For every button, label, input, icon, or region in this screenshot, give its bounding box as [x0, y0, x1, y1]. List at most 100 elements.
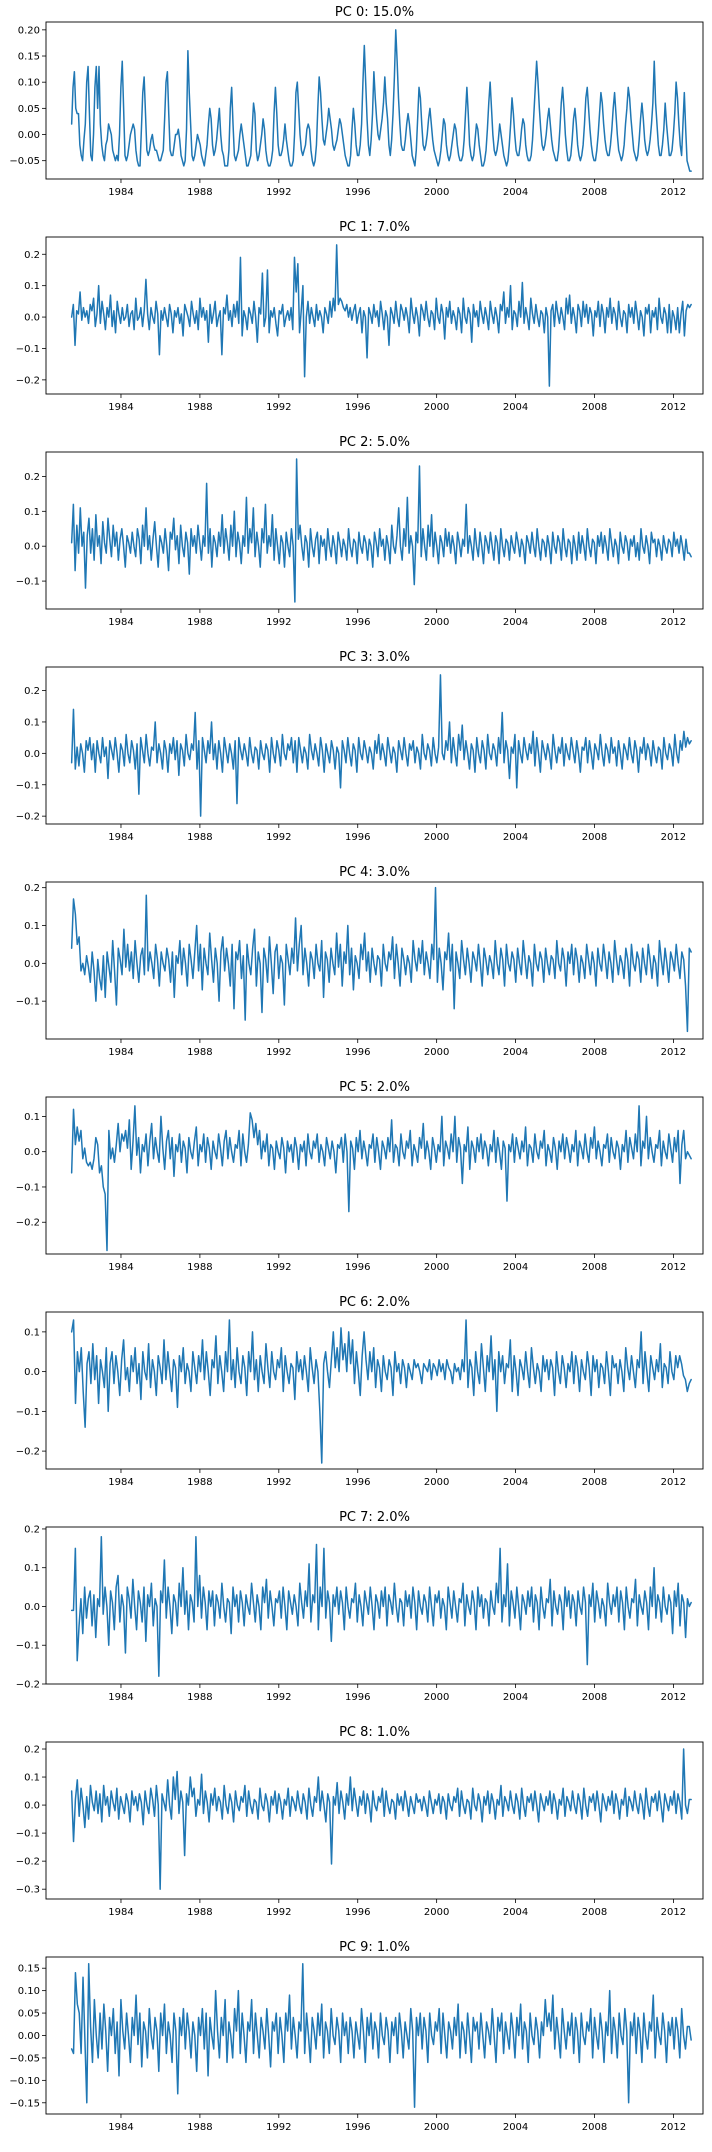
pc-5-chart: PC 5: 2.0% −0.2 −0.1 0.0 0.1 1984 1988 1992 1996… [16, 1080, 704, 1273]
chart-title: PC 5: 2.0% [339, 1080, 410, 1095]
series-line [70, 1962, 692, 2109]
x-tick-label: 2012 [661, 1477, 686, 1488]
x-tick-label: 1992 [266, 1907, 291, 1918]
y-tick-label: 0.0 [24, 1602, 40, 1613]
x-tick-label: 2000 [424, 1477, 449, 1488]
y-tick-label: 0.2 [24, 686, 40, 697]
x-tick-label: 2004 [503, 402, 528, 413]
x-tick-label: 2004 [503, 1477, 528, 1488]
x-tick-label: 1984 [108, 1047, 133, 1058]
x-tick-label: 2000 [424, 1047, 449, 1058]
y-tick-label: 0.1 [24, 921, 40, 932]
x-tick-label: 2008 [582, 1047, 607, 1058]
y-tick-label: 0.05 [18, 2009, 40, 2020]
y-tick-label: −0.1 [16, 577, 40, 588]
x-tick-label: 1992 [266, 1692, 291, 1703]
y-tick-label: 0.0 [24, 1147, 40, 1158]
y-tick-label: −0.1 [16, 997, 40, 1008]
x-tick-label: 1984 [108, 187, 133, 198]
axes-frame [45, 666, 704, 825]
series-line [70, 458, 692, 603]
x-tick-label: 1984 [108, 2122, 133, 2133]
y-tick-label: 0.20 [18, 25, 40, 36]
y-tick-label: 0.1 [24, 1773, 40, 1784]
axes-frame [45, 21, 704, 180]
series-line [70, 1105, 692, 1252]
x-tick-label: 1988 [187, 2122, 212, 2133]
x-tick-label: 2008 [582, 832, 607, 843]
series-line [70, 1748, 692, 1890]
axes-frame [45, 881, 704, 1040]
pc-6-chart: PC 6: 2.0% −0.2 −0.1 0.0 0.1 1984 1988 1992 1996… [16, 1295, 704, 1488]
y-tick-label: −0.1 [16, 1182, 40, 1193]
pc-9-chart: PC 9: 1.0% −0.15 −0.10 −0.05 0.00 0.05 0.10 0.1… [9, 1940, 704, 2133]
y-tick-label: 0.0 [24, 1801, 40, 1812]
x-tick-label: 2012 [661, 187, 686, 198]
x-tick-label: 2000 [424, 2122, 449, 2133]
x-tick-label: 2004 [503, 617, 528, 628]
x-tick-label: 2012 [661, 1262, 686, 1273]
x-tick-label: 2012 [661, 2122, 686, 2133]
x-tick-label: 2008 [582, 1907, 607, 1918]
y-tick-label: −0.2 [16, 1680, 40, 1691]
chart-title: PC 2: 5.0% [339, 435, 410, 450]
x-tick-label: 1996 [345, 1262, 370, 1273]
y-tick-label: 0.2 [24, 1745, 40, 1756]
x-tick-label: 1996 [345, 187, 370, 198]
x-tick-label: 1992 [266, 2122, 291, 2133]
y-tick-label: −0.2 [16, 375, 40, 386]
x-tick-label: 2000 [424, 1907, 449, 1918]
x-tick-label: 2008 [582, 1692, 607, 1703]
x-tick-label: 2012 [661, 402, 686, 413]
y-tick-label: −0.1 [16, 1829, 40, 1840]
y-tick-label: −0.2 [16, 1218, 40, 1229]
chart-title: PC 9: 1.0% [339, 1940, 410, 1955]
x-tick-label: 1988 [187, 617, 212, 628]
x-tick-label: 1984 [108, 1692, 133, 1703]
x-tick-label: 1996 [345, 402, 370, 413]
y-tick-label: −0.1 [16, 344, 40, 355]
pc-3-chart: PC 3: 3.0% −0.2 −0.1 0.0 0.1 0.2 1984 1988 1992 1… [16, 650, 704, 843]
x-tick-label: 1992 [266, 1047, 291, 1058]
chart-title: PC 4: 3.0% [339, 865, 410, 880]
y-tick-label: 0.15 [18, 52, 40, 63]
x-tick-label: 2012 [661, 1047, 686, 1058]
series-line [70, 29, 692, 172]
x-tick-label: 1992 [266, 187, 291, 198]
pc-0-chart: PC 0: 15.0% −0.05 0.00 0.05 0.10 0.15 0.20 1984… [9, 5, 704, 198]
x-tick-label: 1996 [345, 1047, 370, 1058]
y-tick-label: 0.0 [24, 542, 40, 553]
x-tick-label: 1992 [266, 1477, 291, 1488]
y-tick-label: 0.2 [24, 1524, 40, 1535]
chart-title: PC 3: 3.0% [339, 650, 410, 665]
x-tick-label: 1988 [187, 1047, 212, 1058]
pc-7-chart: PC 7: 2.0% −0.2 −0.1 0.0 0.1 0.2 1984 1988 1992 1… [16, 1510, 704, 1703]
series-line [70, 674, 692, 817]
y-tick-label: −0.05 [9, 156, 40, 167]
y-tick-label: 0.0 [24, 1367, 40, 1378]
x-tick-label: 1988 [187, 1262, 212, 1273]
pc-4-chart: PC 4: 3.0% −0.1 0.0 0.1 0.2 1984 1988 1992 1996 2… [16, 865, 704, 1058]
x-tick-label: 2000 [424, 402, 449, 413]
axes-frame [45, 1526, 704, 1685]
y-tick-label: −0.15 [9, 2098, 40, 2109]
x-tick-label: 2000 [424, 617, 449, 628]
y-tick-label: −0.2 [16, 1857, 40, 1868]
x-tick-label: 1988 [187, 1477, 212, 1488]
axes-frame [45, 1741, 704, 1900]
y-tick-label: 0.1 [24, 1563, 40, 1574]
y-tick-label: −0.05 [9, 2053, 40, 2064]
x-tick-label: 1988 [187, 187, 212, 198]
y-tick-label: 0.1 [24, 717, 40, 728]
y-tick-label: −0.1 [16, 1407, 40, 1418]
x-tick-label: 1988 [187, 402, 212, 413]
axes-frame [45, 1096, 704, 1255]
series-line [70, 886, 692, 1033]
x-tick-label: 2004 [503, 2122, 528, 2133]
x-tick-label: 1984 [108, 402, 133, 413]
y-tick-label: 0.0 [24, 749, 40, 760]
y-tick-label: −0.3 [16, 1885, 40, 1896]
x-tick-label: 1996 [345, 617, 370, 628]
x-tick-label: 1996 [345, 2122, 370, 2133]
chart-title: PC 7: 2.0% [339, 1510, 410, 1525]
